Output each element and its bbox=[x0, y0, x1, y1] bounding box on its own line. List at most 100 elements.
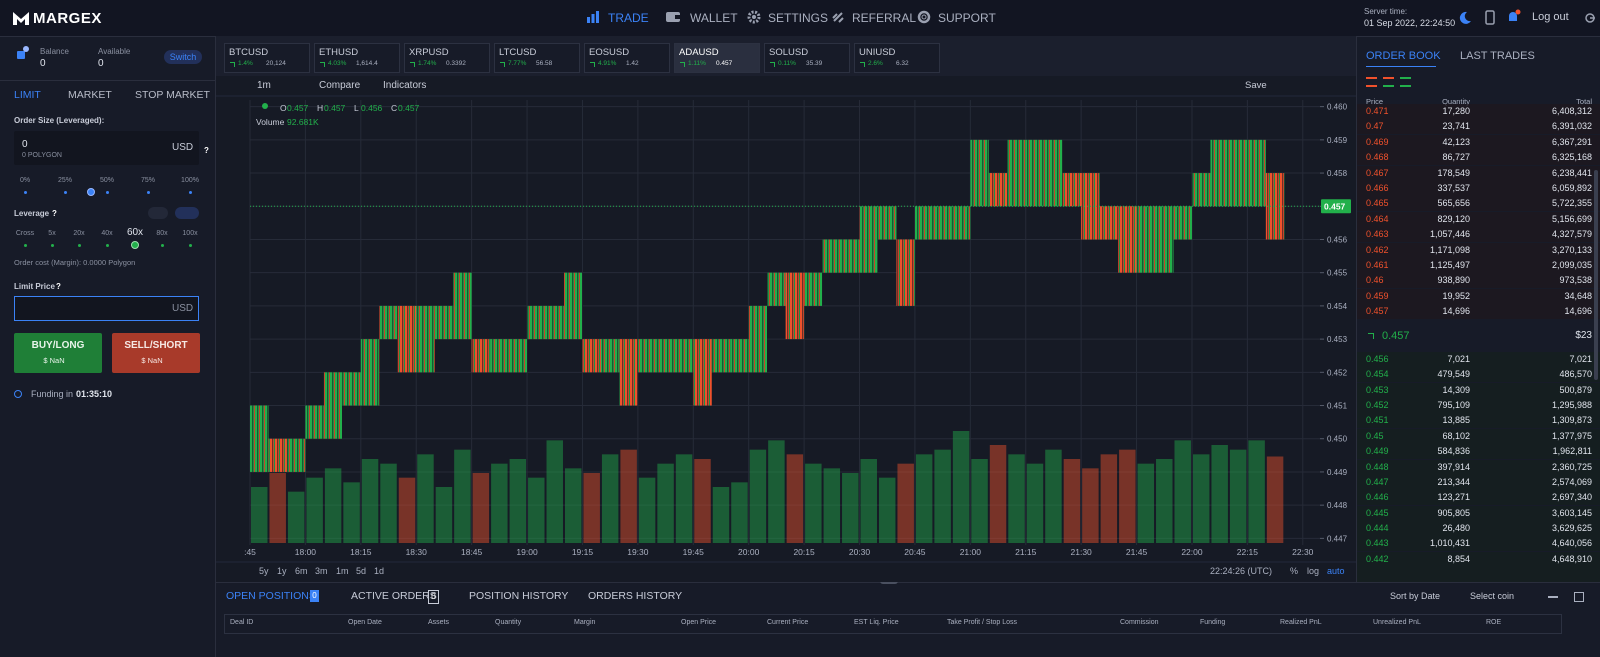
ohlc-key: C bbox=[391, 103, 397, 113]
slider-thumb[interactable] bbox=[87, 188, 95, 196]
slider-thumb[interactable] bbox=[131, 241, 139, 249]
positions-tab[interactable]: ACTIVE ORDERS bbox=[351, 590, 437, 602]
notifications-icon[interactable] bbox=[1506, 9, 1522, 25]
buy-button[interactable] bbox=[14, 333, 102, 373]
logout-icon[interactable] bbox=[1584, 12, 1596, 24]
sort-select[interactable]: Sort by Date bbox=[1390, 591, 1441, 601]
ticker-card[interactable] bbox=[764, 43, 850, 73]
percent-step[interactable]: 100% bbox=[181, 177, 199, 184]
price-range-bar bbox=[785, 272, 805, 340]
bid-quantity: 905,805 bbox=[1437, 507, 1470, 518]
percent-step[interactable]: 75% bbox=[140, 177, 155, 184]
range-button[interactable]: 5d bbox=[356, 566, 367, 576]
bid-price: 0.453 bbox=[1366, 384, 1389, 395]
leverage-step[interactable]: 40x bbox=[101, 230, 113, 237]
bid-row bbox=[1357, 567, 1600, 583]
bid-quantity: 7,021 bbox=[1447, 354, 1470, 364]
order-book-tab[interactable]: ORDER BOOK bbox=[1366, 50, 1441, 62]
logout[interactable]: Log out bbox=[1532, 11, 1569, 23]
edit-button[interactable] bbox=[148, 207, 168, 219]
positions-tab[interactable]: ORDERS HISTORY bbox=[588, 590, 683, 602]
leverage-step[interactable]: Cross bbox=[15, 230, 35, 237]
slider-dot bbox=[106, 191, 109, 194]
ask-total: 6,408,312 bbox=[1551, 106, 1592, 116]
bid-price: 0.445 bbox=[1366, 507, 1389, 518]
range-button[interactable]: 1m bbox=[336, 566, 349, 576]
chart-clock: 22:24:26 (UTC) bbox=[1210, 566, 1273, 576]
ticker-card[interactable] bbox=[314, 43, 400, 73]
leverage-step[interactable]: 20x bbox=[73, 230, 85, 237]
y-tick-label: 0.451 bbox=[1327, 402, 1348, 411]
leverage-step[interactable]: 100x bbox=[182, 230, 198, 237]
leverage-step[interactable]: 5x bbox=[48, 230, 56, 237]
order-type-tab[interactable]: MARKET bbox=[68, 89, 112, 101]
toggle-button[interactable] bbox=[175, 207, 199, 219]
x-tick-label: 20:15 bbox=[793, 547, 815, 557]
coin-select[interactable]: Select coin bbox=[1470, 591, 1515, 601]
ticker-card[interactable] bbox=[674, 43, 760, 73]
order-type-tab[interactable]: LIMIT bbox=[14, 89, 41, 101]
save[interactable]: Save bbox=[1245, 80, 1267, 91]
nav-item[interactable]: REFERRAL bbox=[852, 11, 917, 25]
percent-toggle[interactable]: % bbox=[1290, 566, 1299, 576]
mobile-icon[interactable] bbox=[1484, 10, 1496, 26]
order-type-tab[interactable]: STOP MARKET bbox=[135, 89, 210, 101]
log-toggle[interactable]: log bbox=[1307, 566, 1320, 576]
nav-item[interactable]: TRADE bbox=[608, 11, 649, 25]
order-book-tab[interactable]: LAST TRADES bbox=[1460, 50, 1535, 62]
price-range-bar bbox=[914, 206, 934, 240]
switch-button[interactable]: Switch bbox=[164, 50, 202, 64]
interval[interactable]: 1m bbox=[257, 80, 271, 91]
logo-icon bbox=[13, 12, 29, 25]
nav-item[interactable]: SETTINGS bbox=[768, 11, 829, 25]
settings-icon bbox=[747, 10, 761, 24]
positions-tab[interactable]: OPEN POSITIONS bbox=[226, 590, 316, 602]
ask-total: 14,696 bbox=[1564, 306, 1592, 317]
range-button[interactable]: 6m bbox=[295, 566, 308, 576]
ticker-card[interactable] bbox=[584, 43, 670, 73]
percent-step[interactable]: 0% bbox=[19, 177, 31, 184]
nav-item[interactable]: SUPPORT bbox=[938, 11, 996, 25]
volume-bar bbox=[454, 449, 471, 543]
volume-bar bbox=[1192, 454, 1210, 543]
leverage-step[interactable]: 80x bbox=[156, 230, 168, 237]
ticker-card[interactable] bbox=[854, 43, 940, 73]
ask-price: 0.464 bbox=[1366, 213, 1389, 224]
range-button[interactable]: 3m bbox=[315, 566, 328, 576]
range-button[interactable]: 5y bbox=[259, 566, 269, 576]
price-range-bar bbox=[1136, 206, 1156, 273]
order-size-input[interactable] bbox=[14, 131, 199, 165]
theme-icon[interactable] bbox=[1458, 11, 1472, 25]
auto-toggle[interactable]: auto bbox=[1327, 566, 1345, 576]
price-range-bar bbox=[804, 272, 823, 306]
nav-item[interactable]: WALLET bbox=[690, 11, 738, 25]
ask-quantity: 19,952 bbox=[1442, 290, 1470, 301]
ticker-card[interactable] bbox=[494, 43, 580, 73]
percent-step[interactable]: 50% bbox=[99, 177, 114, 184]
view-toggle[interactable] bbox=[1383, 77, 1394, 87]
view-toggle[interactable] bbox=[1400, 77, 1411, 87]
ticker-card[interactable] bbox=[404, 43, 490, 73]
volume-bar bbox=[1137, 463, 1155, 543]
collapse-icon[interactable] bbox=[1548, 596, 1558, 598]
view-toggle[interactable] bbox=[1366, 77, 1377, 87]
compare[interactable]: Compare bbox=[319, 80, 361, 91]
percent-step[interactable]: 25% bbox=[57, 177, 72, 184]
limit-price-input[interactable] bbox=[14, 296, 199, 321]
ticker-card[interactable] bbox=[224, 43, 310, 73]
bid-row bbox=[1357, 352, 1600, 367]
price-range-bar bbox=[434, 305, 454, 340]
volume-bar bbox=[472, 473, 490, 543]
expand-icon[interactable] bbox=[1574, 592, 1584, 602]
indicators[interactable]: Indicators bbox=[383, 80, 427, 91]
last-price-tag bbox=[1321, 199, 1351, 214]
sell-button[interactable] bbox=[112, 333, 200, 373]
volume-bar bbox=[601, 454, 619, 543]
range-button[interactable]: 1d bbox=[374, 566, 385, 576]
range-button[interactable]: 1y bbox=[277, 566, 287, 576]
positions-column: Funding bbox=[1200, 619, 1226, 626]
price-range-bar bbox=[988, 173, 1008, 207]
volume-bar bbox=[324, 468, 342, 543]
leverage-step[interactable]: 60x bbox=[126, 227, 144, 238]
positions-tab[interactable]: POSITION HISTORY bbox=[469, 590, 569, 602]
